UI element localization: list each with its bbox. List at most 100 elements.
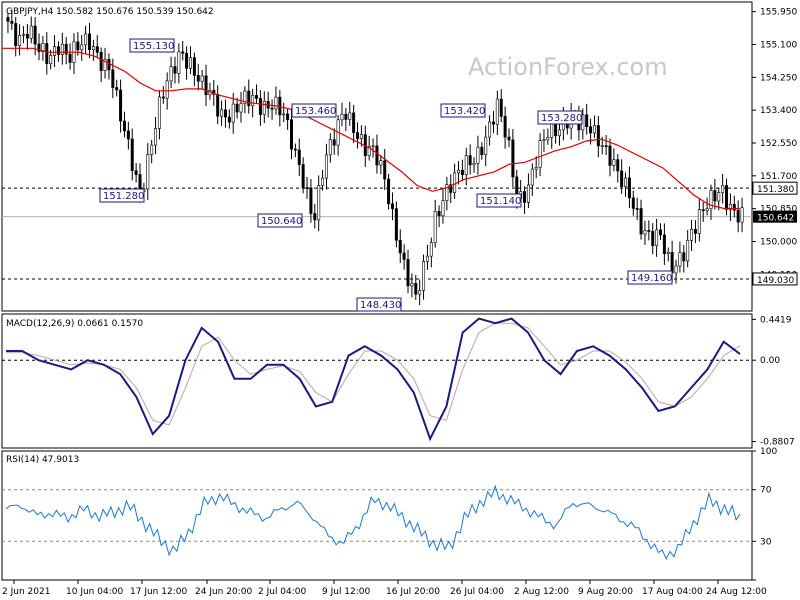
candle-body <box>134 170 138 175</box>
candle-body <box>627 177 631 199</box>
candle-body <box>76 41 80 51</box>
candle-body <box>631 197 635 209</box>
candle-body <box>231 103 235 123</box>
x-tick-label: 24 Jun 20:00 <box>195 587 252 597</box>
candle-body <box>301 164 305 188</box>
candle-body <box>200 75 204 82</box>
candle-body <box>56 46 60 55</box>
candle-body <box>359 134 363 140</box>
candle-body <box>88 33 92 51</box>
price-annotation-label: 149.160 <box>631 273 672 284</box>
macd-y-tick-label: 0.4419 <box>760 315 792 325</box>
candle-body <box>344 113 348 120</box>
x-tick-label: 16 Jul 20:00 <box>386 587 440 597</box>
candle-body <box>600 145 604 147</box>
candle-body <box>146 154 150 190</box>
candle-body <box>709 190 713 210</box>
candle-body <box>546 137 550 141</box>
candle-body <box>157 96 161 129</box>
current-price-box <box>753 210 797 223</box>
candle-body <box>68 53 72 63</box>
price-y-tick-label: 152.550 <box>760 139 797 149</box>
candle-body <box>383 160 387 180</box>
macd-y-tick-label: 0.00 <box>760 356 780 366</box>
candle-body <box>25 33 29 39</box>
price-annotation-box <box>291 103 337 118</box>
candle-body <box>476 146 480 164</box>
candle-body <box>604 145 608 147</box>
price-annotation-label: 153.280 <box>541 113 582 124</box>
candle-body <box>406 259 410 287</box>
candle-body <box>445 184 449 201</box>
candle-body <box>596 125 600 147</box>
price-annotation-label: 155.130 <box>133 41 174 52</box>
candle-body <box>223 109 227 118</box>
candle-body <box>80 44 84 51</box>
candle-body <box>367 146 371 156</box>
candle-body <box>375 145 379 166</box>
candle-body <box>247 90 251 107</box>
candle-body <box>111 69 115 88</box>
candle-body <box>371 145 375 148</box>
candle-body <box>243 90 247 104</box>
price-y-tick-label: 153.400 <box>760 106 797 116</box>
candle-body <box>53 46 57 56</box>
candle-body <box>192 57 196 76</box>
macd-y-tick-label: -0.8807 <box>760 438 795 448</box>
candle-body <box>282 113 286 116</box>
x-tick-label: 10 Jun 04:00 <box>66 587 123 597</box>
candle-body <box>398 239 402 254</box>
candle-body <box>491 121 495 125</box>
rsi-y-tick-label: 100 <box>760 447 777 457</box>
candle-body <box>91 46 95 51</box>
candle-body <box>394 208 398 241</box>
candle-body <box>324 154 328 179</box>
candle-body <box>37 43 41 52</box>
candle-body <box>468 155 472 166</box>
candle-body <box>410 283 414 287</box>
price-annotation-label: 148.430 <box>360 300 401 311</box>
candle-body <box>173 66 177 74</box>
candle-body <box>239 103 243 113</box>
price-annotation-box <box>257 213 303 228</box>
candle-body <box>177 51 181 74</box>
price-y-tick-label: 150.000 <box>760 237 797 247</box>
candle-body <box>589 126 593 134</box>
candle-body <box>379 160 383 166</box>
candle-body <box>414 283 418 295</box>
x-tick-label: 2 Jun 2021 <box>2 587 50 597</box>
candle-body <box>340 113 344 121</box>
candle-body <box>511 139 515 178</box>
candle-body <box>740 207 744 223</box>
candle-body <box>686 240 690 262</box>
candle-body <box>255 95 259 99</box>
moving-average-line <box>2 47 740 210</box>
price-annotation-label: 151.140 <box>480 196 521 207</box>
candle-body <box>14 23 18 47</box>
candle-body <box>220 109 224 117</box>
candle-body <box>592 125 596 134</box>
candle-body <box>437 211 441 217</box>
candle-body <box>429 242 433 257</box>
candle-body <box>713 190 717 202</box>
candle-body <box>227 116 231 123</box>
price-y-tick-label: 155.950 <box>760 8 797 18</box>
candle-body <box>674 265 678 274</box>
candle-body <box>45 43 49 64</box>
candle-body <box>18 35 22 47</box>
candle-body <box>690 229 694 241</box>
x-tick-label: 9 Jul 12:00 <box>322 587 371 597</box>
rsi-panel-header: RSI(14) 47.9013 <box>6 455 79 465</box>
candle-body <box>484 136 488 156</box>
price-y-tick-label: 150.850 <box>760 205 797 215</box>
macd-line <box>6 317 741 442</box>
candle-body <box>542 139 546 142</box>
candle-body <box>670 251 674 274</box>
candle-body <box>647 230 651 232</box>
candle-body <box>235 103 239 113</box>
candle-body <box>717 192 721 202</box>
price-annotation-box <box>627 270 673 285</box>
candle-body <box>196 75 200 82</box>
x-tick-label: 2 Jul 04:00 <box>258 587 307 597</box>
price-y-tick-label: 154.250 <box>760 73 797 83</box>
